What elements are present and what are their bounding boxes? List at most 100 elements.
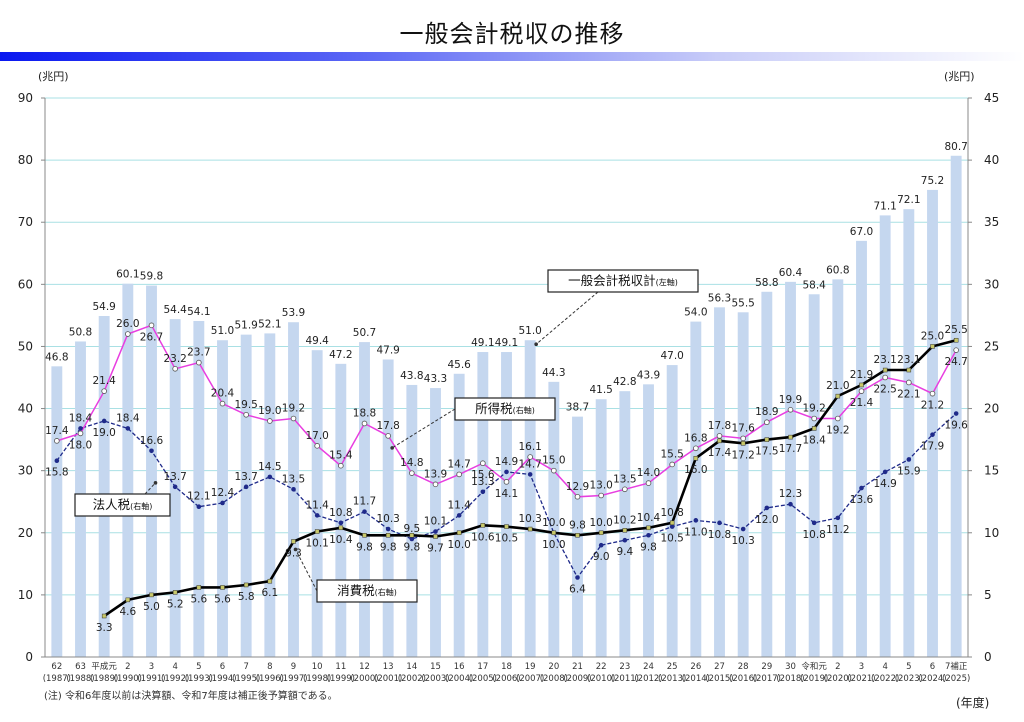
callout-box <box>547 269 699 293</box>
income-tax-point <box>503 479 510 485</box>
right-axis-tick: 10 <box>984 526 999 540</box>
income-tax-label: 16.8 <box>684 432 707 444</box>
x-tick-year: (2025) <box>942 674 970 684</box>
bar-value-label: 58.4 <box>802 279 826 291</box>
income-tax-point <box>835 415 841 422</box>
x-tick-label: 29 <box>761 662 772 672</box>
corporate-tax-label: 12.4 <box>211 487 235 499</box>
corporate-tax-point <box>125 426 131 431</box>
corporate-tax-label: 10.1 <box>424 516 447 528</box>
x-tick-year: (2019) <box>800 674 828 684</box>
consumption-tax-point <box>433 534 438 539</box>
x-tick-year: (2014) <box>682 674 710 684</box>
bar-total-1990 <box>122 283 134 657</box>
corporate-tax-label: 11.7 <box>353 496 376 508</box>
x-tick-year: (2018) <box>776 674 804 684</box>
callout-total: 一般会計税収計(左軸) <box>534 269 699 347</box>
income-tax-point <box>432 481 439 488</box>
x-tick-year: (2011) <box>611 674 639 684</box>
income-tax-point <box>314 443 320 449</box>
x-tick-label: 19 <box>525 662 536 672</box>
consumption-tax-label: 5.6 <box>214 593 231 605</box>
consumption-tax-label: 6.1 <box>261 587 278 599</box>
x-tick-label: 25 <box>667 662 678 672</box>
consumption-tax-point <box>598 530 604 536</box>
corporate-tax-label: 11.0 <box>684 526 707 538</box>
consumption-tax-point <box>101 613 107 619</box>
corporate-tax-label: 9.4 <box>616 546 633 558</box>
bar-value-label: 60.1 <box>116 269 139 281</box>
income-tax-label: 24.7 <box>944 356 967 368</box>
x-tick-year: (2022) <box>871 674 899 684</box>
bar-value-label: 41.5 <box>589 384 612 396</box>
corporate-tax-point <box>575 575 580 580</box>
income-tax-point <box>172 366 178 372</box>
income-tax-point <box>54 438 60 444</box>
corporate-tax-point <box>527 472 533 477</box>
income-tax-label: 17.0 <box>305 430 328 442</box>
consumption-tax-label: 3.3 <box>96 622 113 634</box>
corporate-tax-label: 15.8 <box>45 467 68 479</box>
consumption-tax-label: 10.3 <box>518 513 541 525</box>
x-tick-year: (2005) <box>469 674 497 684</box>
x-tick-label: 27 <box>714 662 725 672</box>
consumption-tax-label: 5.2 <box>167 598 184 610</box>
bar-value-label: 80.7 <box>944 141 967 153</box>
series-lines <box>54 322 959 619</box>
income-tax-point <box>456 471 462 478</box>
consumption-tax-point <box>456 530 462 536</box>
corporate-tax-label: 10.8 <box>329 507 352 519</box>
corporate-tax-label: 16.6 <box>140 435 164 447</box>
x-tick-year: (2017) <box>753 674 781 684</box>
x-tick-label: 8 <box>267 662 272 672</box>
footnote: (注) 令和6年度以前は決算額、令和7年度は補正後予算額である。 <box>44 691 338 702</box>
corporate-tax-label: 14.9 <box>873 478 896 490</box>
income-tax-label: 22.5 <box>873 384 896 396</box>
consumption-tax-label: 10.5 <box>495 533 518 545</box>
bar-value-label: 43.9 <box>637 369 660 381</box>
left-axis-tick: 10 <box>18 588 33 602</box>
corporate-tax-label: 12.1 <box>187 491 210 503</box>
income-tax-point <box>953 347 959 353</box>
income-tax-point <box>906 379 912 386</box>
consumption-tax-label: 4.6 <box>119 606 136 618</box>
income-tax-label: 19.5 <box>234 399 257 411</box>
x-tick-label: 5 <box>196 662 201 672</box>
x-tick-year: (2012) <box>634 674 662 684</box>
bar-value-label: 59.8 <box>140 271 163 283</box>
bar-value-label: 49.1 <box>495 337 518 349</box>
bar-value-label: 47.0 <box>660 350 683 362</box>
bar-value-label: 51.9 <box>234 320 257 332</box>
corporate-tax-label: 14.9 <box>495 456 518 468</box>
left-axis-tick: 50 <box>18 339 33 353</box>
consumption-tax-label: 25.5 <box>944 324 967 336</box>
x-tick-label: 7補正 <box>945 661 968 672</box>
income-tax-point <box>598 492 604 499</box>
consumption-tax-point <box>125 597 131 603</box>
income-tax-point <box>622 486 628 493</box>
x-tick-label: 令和元 <box>801 661 827 672</box>
consumption-tax-label: 21.9 <box>850 369 873 381</box>
callout-axis-note: (右軸) <box>130 501 152 511</box>
consumption-tax-point <box>788 434 793 440</box>
consumption-tax-point <box>409 533 415 538</box>
corporate-tax-point <box>433 529 438 534</box>
x-tick-label: 28 <box>738 662 749 672</box>
x-tick-year: (1988) <box>66 674 94 684</box>
right-axis-unit: (兆円) <box>944 70 975 83</box>
x-tick-year: (2009) <box>563 674 591 684</box>
income-tax-point <box>574 493 581 500</box>
corporate-tax-point <box>504 469 509 475</box>
consumption-tax-point <box>835 393 841 399</box>
left-axis-tick: 40 <box>18 402 33 416</box>
corporate-tax-point <box>788 501 793 507</box>
bar-total-2023 <box>903 209 915 657</box>
left-axis-tick: 90 <box>18 91 33 105</box>
corporate-tax-label: 13.7 <box>234 471 257 483</box>
x-tick-label: 62 <box>51 662 62 672</box>
corporate-tax-point <box>835 515 841 521</box>
corporate-tax-label: 13.5 <box>282 473 305 485</box>
axes: 0 0 10 5 20 10 30 15 40 20 50 25 60 30 70 35 80 40 90 45 <box>18 91 1000 664</box>
consumption-tax-point <box>740 441 746 446</box>
consumption-tax-point <box>764 437 770 442</box>
